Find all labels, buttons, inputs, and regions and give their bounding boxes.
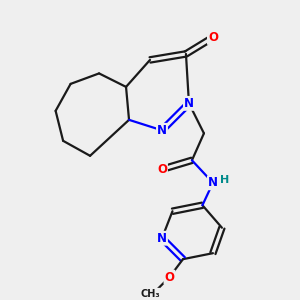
Text: N: N (157, 124, 167, 137)
Text: N: N (184, 97, 194, 110)
Text: O: O (208, 31, 218, 44)
Text: O: O (164, 271, 175, 284)
Text: H: H (220, 176, 229, 185)
Text: O: O (157, 163, 167, 176)
Text: N: N (157, 232, 167, 245)
Text: N: N (208, 176, 218, 189)
Text: CH₃: CH₃ (140, 289, 160, 298)
